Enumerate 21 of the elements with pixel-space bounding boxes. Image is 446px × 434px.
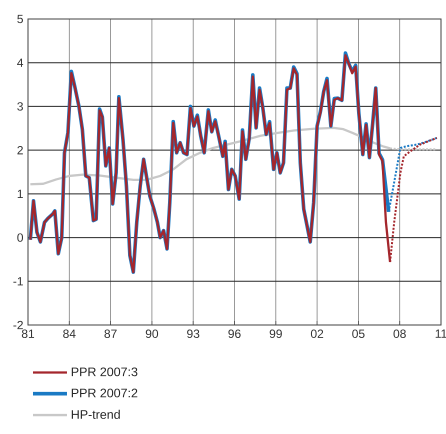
y-tick-label: -2 [13, 320, 23, 330]
legend-label: HP-trend [72, 410, 120, 419]
x-tick-label: 81 [22, 330, 34, 338]
x-tick-label: 96 [228, 330, 241, 338]
x-tick-label: 93 [187, 330, 200, 338]
x-tick-label: 87 [104, 330, 117, 338]
y-tick-label: 0 [17, 233, 24, 242]
legend-label: PPR 2007:2 [72, 388, 138, 398]
y-tick-label: -1 [13, 277, 23, 286]
y-tick-label: 3 [17, 102, 23, 111]
x-tick-label: 90 [146, 330, 158, 338]
x-tick-label: 05 [352, 330, 365, 338]
x-tick-label: 02 [310, 330, 324, 338]
y-tick-label: 5 [17, 14, 23, 24]
x-tick-label: 08 [394, 330, 406, 338]
x-tick-label: 84 [63, 330, 76, 338]
y-tick-label: 4 [17, 58, 24, 67]
y-tick-label: 1 [18, 190, 23, 198]
y-tick-label: 2 [17, 146, 23, 154]
legend-label: PPR 2007:3 [72, 367, 138, 376]
x-tick-label: 99 [270, 330, 282, 338]
